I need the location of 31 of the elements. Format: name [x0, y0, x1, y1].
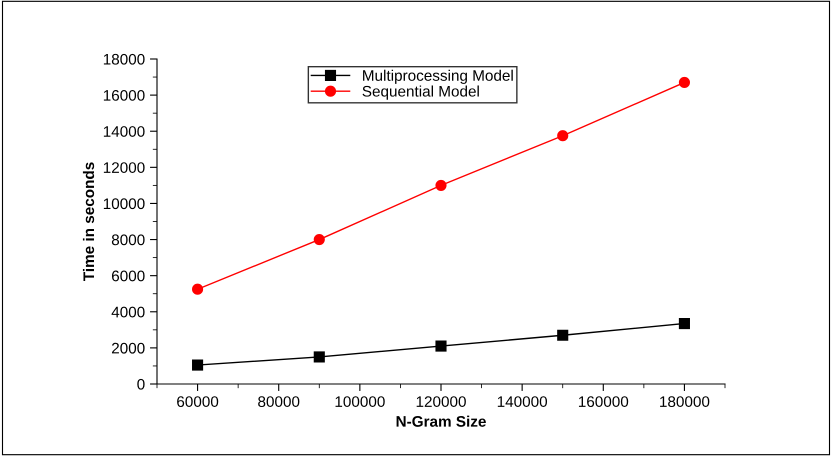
x-tick-label: 60000 [177, 396, 218, 408]
y-tick-label: 0 [137, 378, 145, 390]
y-tick-label: 10000 [104, 198, 145, 210]
x-tick-label: 160000 [578, 396, 628, 408]
point [192, 359, 204, 371]
point [557, 330, 568, 341]
point [557, 130, 568, 142]
legend-label: Sequential Model [362, 85, 479, 100]
y-tick-label: 14000 [104, 126, 145, 137]
point [314, 351, 325, 362]
x-tick-label: 120000 [416, 396, 466, 408]
x-tick-label: 180000 [660, 396, 710, 408]
x-tick-label: 140000 [498, 396, 548, 408]
point [435, 180, 447, 191]
y-tick-label: 2000 [112, 342, 145, 354]
y-axis-title: Time in seconds [82, 162, 94, 282]
y-tick-label: 18000 [104, 54, 145, 65]
point [314, 234, 325, 246]
y-tick-label: 6000 [112, 270, 145, 282]
y-tick-label: 12000 [104, 162, 145, 174]
y-tick-label: 4000 [112, 306, 145, 318]
y-tick-label: 8000 [112, 234, 145, 246]
y-tick-label: 16000 [104, 90, 145, 101]
legend-label: Multiprocessing Model [363, 70, 513, 84]
point [678, 76, 690, 88]
x-tick-label: 100000 [336, 396, 385, 408]
x-axis-title: N-Gram Size [396, 416, 486, 427]
point [678, 318, 690, 330]
x-tick-label: 80000 [258, 396, 300, 408]
point [435, 340, 447, 352]
point [192, 284, 204, 295]
